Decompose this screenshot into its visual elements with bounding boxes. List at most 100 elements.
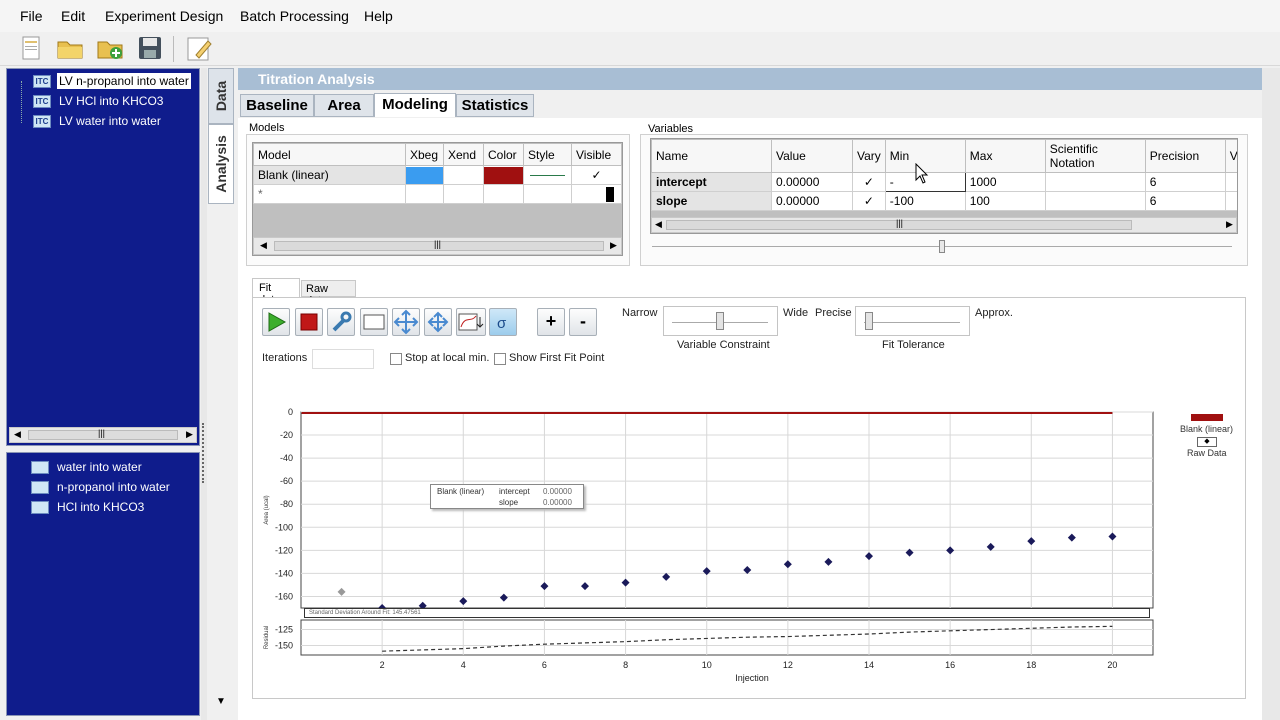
tree-item-label: water into water <box>57 460 142 474</box>
variables-scrollbar[interactable]: ◀ ||| ▶ <box>651 217 1237 233</box>
collapse-arrows-icon[interactable] <box>392 308 420 336</box>
data-point <box>662 572 671 581</box>
var-value[interactable]: 0.00000 <box>771 191 853 211</box>
var-value[interactable]: 0.00000 <box>771 172 853 192</box>
visible-cell[interactable]: ✓ <box>571 165 622 185</box>
var-sci[interactable] <box>1044 172 1146 192</box>
tab-data[interactable]: Data <box>208 68 234 124</box>
tab-raw-data[interactable]: Raw data <box>301 280 356 307</box>
new-row[interactable]: * <box>253 184 622 204</box>
col-min[interactable]: Min <box>884 139 966 173</box>
tab-area[interactable]: Area <box>314 94 374 117</box>
x-axis-label: Injection <box>735 673 769 683</box>
col-name[interactable]: Name <box>651 139 772 173</box>
var-visible-arrow[interactable]: ⌄ <box>1224 191 1237 211</box>
save-icon[interactable] <box>135 33 165 63</box>
variable-constraint-slider[interactable] <box>663 306 778 336</box>
tab-baseline[interactable]: Baseline <box>240 94 314 117</box>
tree-item-experiment[interactable]: ITC LV HCl into KHCO3 <box>33 92 165 110</box>
fit-tolerance-slider[interactable] <box>855 306 970 336</box>
xend-cell[interactable] <box>443 165 484 185</box>
open-folder-icon[interactable] <box>55 33 85 63</box>
tree-line <box>21 81 22 123</box>
menu-batch-processing[interactable]: Batch Processing <box>240 8 349 24</box>
expand-arrows-icon[interactable] <box>424 308 452 336</box>
precise-label: Precise <box>815 307 852 319</box>
var-visible-arrow[interactable]: ⌄ <box>1224 172 1237 192</box>
col-visible[interactable]: Visible <box>571 143 622 166</box>
col-scientific-notation[interactable]: Scientific Notation <box>1044 139 1146 173</box>
tree-item-dataset[interactable]: HCl into KHCO3 <box>31 498 146 516</box>
var-vary[interactable]: ✓ <box>852 172 886 192</box>
tree-scrollbar[interactable]: ◀ ||| ▶ <box>9 427 197 443</box>
zoom-out-button[interactable]: - <box>569 308 597 336</box>
table-row[interactable]: slope 0.00000 ✓ -100 100 6 ⌄ <box>651 191 1237 211</box>
tree-item-dataset[interactable]: water into water <box>31 458 144 476</box>
variable-slider-thumb[interactable] <box>939 240 945 253</box>
col-xbeg[interactable]: Xbeg <box>405 143 444 166</box>
scroll-down-icon[interactable]: ▼ <box>216 696 226 707</box>
tree-item-experiment[interactable]: ITC LV water into water <box>33 112 163 130</box>
tree-item-dataset[interactable]: n-propanol into water <box>31 478 172 496</box>
menu-file[interactable]: File <box>20 8 43 24</box>
col-vary[interactable]: Vary <box>852 139 886 173</box>
var-max[interactable]: 1000 <box>964 172 1046 192</box>
xbeg-cell[interactable] <box>405 165 444 185</box>
tab-fit-data[interactable]: Fit data <box>252 278 300 306</box>
tab-analysis[interactable]: Analysis <box>208 124 234 204</box>
fit-chart[interactable]: 0 -20 -40 -60 -80 -100 -120 -140 -160 Area (ucal)… <box>258 400 1258 692</box>
tab-statistics[interactable]: Statistics <box>456 94 534 117</box>
slider-thumb[interactable] <box>864 312 873 330</box>
dataset-icon <box>31 480 49 494</box>
y-tick-label: -80 <box>280 499 293 509</box>
settings-wrench-icon[interactable] <box>327 308 355 336</box>
chart-export-icon[interactable] <box>456 308 486 336</box>
col-max[interactable]: Max <box>964 139 1046 173</box>
splitter[interactable] <box>201 68 207 720</box>
variable-constraint-label: Variable Constraint <box>677 339 770 351</box>
col-precision[interactable]: Precision <box>1144 139 1226 173</box>
data-point <box>499 593 508 602</box>
tab-modeling[interactable]: Modeling <box>374 93 456 117</box>
iterations-input[interactable] <box>312 349 374 369</box>
col-visible[interactable]: Vi <box>1224 139 1237 173</box>
sigma-icon[interactable]: σ <box>489 308 517 336</box>
table-row[interactable]: intercept 0.00000 ✓ - 1000 6 ⌄ <box>651 172 1237 192</box>
slider-thumb[interactable] <box>716 312 724 330</box>
menu-experiment-design[interactable]: Experiment Design <box>105 8 224 24</box>
col-value[interactable]: Value <box>771 139 853 173</box>
stop-button[interactable] <box>295 308 323 336</box>
residual-tick-label: -150 <box>275 640 293 650</box>
table-row[interactable]: Blank (linear) ✓ <box>253 165 622 185</box>
toolbar-divider <box>173 36 174 62</box>
notes-icon[interactable] <box>184 33 214 63</box>
col-color[interactable]: Color <box>483 143 524 166</box>
var-precision[interactable]: 6 <box>1144 191 1226 211</box>
var-max[interactable]: 100 <box>964 191 1046 211</box>
data-point <box>986 542 995 551</box>
var-min[interactable]: -100 <box>884 191 966 211</box>
col-model[interactable]: Model <box>253 143 406 166</box>
menu-edit[interactable]: Edit <box>61 8 86 24</box>
col-xend[interactable]: Xend <box>443 143 484 166</box>
residual-tick-label: -125 <box>275 625 293 635</box>
stop-local-min-checkbox[interactable] <box>390 353 402 365</box>
menu-help[interactable]: Help <box>364 8 393 24</box>
style-cell[interactable] <box>523 165 572 185</box>
color-cell[interactable] <box>483 165 524 185</box>
zoom-in-button[interactable]: + <box>537 308 565 336</box>
add-folder-icon[interactable] <box>95 33 125 63</box>
model-name-cell[interactable]: Blank (linear) <box>253 165 406 185</box>
show-first-fit-checkbox[interactable] <box>494 353 506 365</box>
var-precision[interactable]: 6 <box>1144 172 1226 192</box>
col-style[interactable]: Style <box>523 143 572 166</box>
models-grid: Model Xbeg Xend Color Style Visible Blan… <box>252 142 623 256</box>
experiment-tree: ITC LV n-propanol into water ITC LV HCl … <box>6 68 200 446</box>
new-document-icon[interactable] <box>16 33 46 63</box>
var-vary[interactable]: ✓ <box>852 191 886 211</box>
blank-window-icon[interactable] <box>360 308 388 336</box>
var-sci[interactable] <box>1044 191 1146 211</box>
tree-item-experiment[interactable]: ITC LV n-propanol into water <box>33 72 191 90</box>
models-scrollbar[interactable]: ◀ ||| ▶ <box>253 237 622 255</box>
run-fit-button[interactable] <box>262 308 290 336</box>
